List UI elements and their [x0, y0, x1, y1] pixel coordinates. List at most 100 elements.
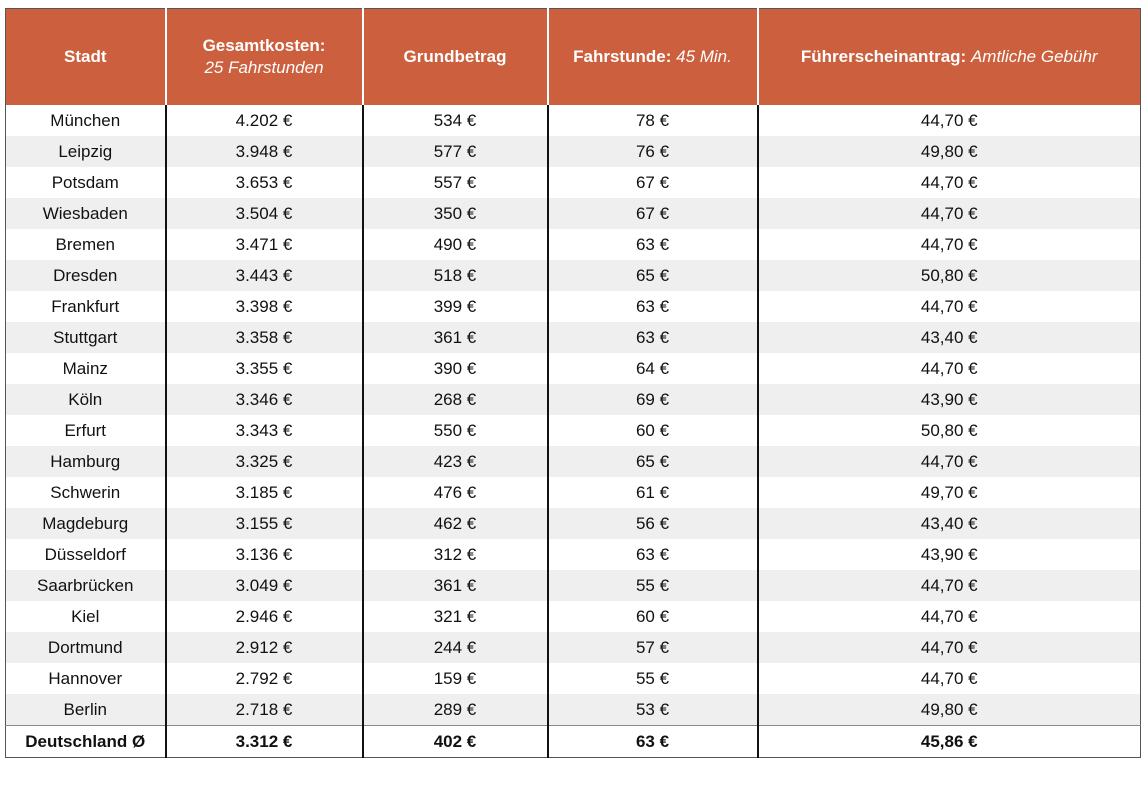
header-cell: Gesamtkosten: 25 Fahrstunden [164, 8, 363, 105]
city-cell: Magdeburg [5, 508, 166, 539]
table-row: Dortmund 2.912 €244 €57 €44,70 € [5, 632, 1141, 663]
value-cell: 43,40 € [756, 508, 1141, 539]
city-cell: Saarbrücken [5, 570, 166, 601]
value-cell: 57 € [546, 632, 758, 663]
value-cell: 399 € [361, 291, 548, 322]
value-cell: 3.653 € [164, 167, 363, 198]
value-cell: 518 € [361, 260, 548, 291]
value-cell: 3.185 € [164, 477, 363, 508]
city-cell: Kiel [71, 606, 100, 626]
value-cell: 490 € [361, 229, 548, 260]
value-cell: 3.346 € [164, 384, 363, 415]
value-cell: 55 € [546, 663, 758, 694]
header-sublabel: Amtliche Gebühr [970, 47, 1098, 66]
summary-cell: 3.312 € [164, 725, 363, 758]
city-cell: Stuttgart [5, 322, 166, 353]
header-sublabel: 25 Fahrstunden [204, 58, 324, 77]
value-cell: 2.718 € [164, 694, 363, 726]
value-cell: 244 € [361, 632, 548, 663]
table-row: Dresden 3.443 €518 €65 €50,80 € [5, 260, 1141, 291]
header-label: Führerscheinantrag: [800, 47, 967, 66]
value-cell: 312 € [361, 539, 548, 570]
value-cell: 43,90 € [756, 384, 1141, 415]
header-cell: Führerscheinantrag: Amtliche Gebühr [756, 8, 1141, 105]
table-row: Mainz 3.355 €390 €64 €44,70 € [6, 353, 1141, 384]
value-cell: 65 € [546, 446, 758, 477]
value-cell: 44,70 € [756, 632, 1141, 663]
table-body: München 4.202 €534 €78 €44,70 € Leipzig 3.9… [5, 105, 1141, 758]
value-cell: 361 € [361, 322, 548, 353]
city-cell: Mainz [62, 358, 108, 378]
value-cell: 50,80 € [756, 415, 1141, 446]
value-cell: 44,70 € [756, 353, 1141, 384]
value-cell: 55 € [546, 570, 758, 601]
header-row: Stadt Gesamtkosten: 25 Fahrstunden Grundbet… [5, 8, 1141, 105]
city-cell: Dresden [5, 260, 166, 291]
value-cell: 67 € [546, 167, 758, 198]
table-row: Bremen 3.471 €490 €63 €44,70 € [6, 229, 1141, 260]
value-cell: 78 € [546, 105, 758, 136]
header-cell: Grundbetrag [361, 8, 548, 105]
value-cell: 159 € [361, 663, 548, 694]
city-cell: Berlin [5, 694, 166, 726]
value-cell: 3.398 € [164, 291, 363, 322]
city-cell: Erfurt [64, 420, 107, 440]
header-cell: Stadt [5, 8, 166, 105]
value-cell: 49,80 € [756, 694, 1141, 726]
table-row: Berlin 2.718 €289 €53 €49,80 € [5, 694, 1141, 726]
city-cell: Schwerin [50, 482, 121, 502]
value-cell: 43,90 € [756, 539, 1141, 570]
value-cell: 3.358 € [164, 322, 363, 353]
table-row: Hannover 2.792 €159 €55 €44,70 € [6, 663, 1141, 694]
value-cell: 2.946 € [164, 601, 363, 632]
city-cell: Köln [5, 384, 166, 415]
value-cell: 577 € [361, 136, 548, 167]
value-cell: 462 € [361, 508, 548, 539]
table-row: Hamburg 3.325 €423 €65 €44,70 € [5, 446, 1141, 477]
cost-table: Stadt Gesamtkosten: 25 Fahrstunden Grundbet… [5, 8, 1141, 758]
table-row: Erfurt 3.343 €550 €60 €50,80 € [6, 415, 1141, 446]
value-cell: 56 € [546, 508, 758, 539]
city-cell: Dortmund [5, 632, 166, 663]
value-cell: 63 € [546, 322, 758, 353]
header-label: Fahrstunde: [573, 47, 672, 66]
table-row: Potsdam 3.653 €557 €67 €44,70 € [6, 167, 1141, 198]
header-cell: Fahrstunde: 45 Min. [546, 8, 758, 105]
value-cell: 49,70 € [756, 477, 1141, 508]
value-cell: 361 € [361, 570, 548, 601]
value-cell: 321 € [361, 601, 548, 632]
value-cell: 289 € [361, 694, 548, 726]
table-wrapper: Stadt Gesamtkosten: 25 Fahrstunden Grundbet… [5, 8, 1141, 758]
value-cell: 350 € [361, 198, 548, 229]
city-cell: München [50, 110, 121, 130]
table-row: Stuttgart 3.358 €361 €63 €43,40 € [5, 322, 1141, 353]
value-cell: 3.355 € [164, 353, 363, 384]
value-cell: 44,70 € [756, 446, 1141, 477]
value-cell: 2.912 € [164, 632, 363, 663]
city-cell: Leipzig [5, 136, 166, 167]
value-cell: 44,70 € [756, 570, 1141, 601]
value-cell: 44,70 € [756, 105, 1141, 136]
city-cell: Hamburg [5, 446, 166, 477]
value-cell: 44,70 € [756, 198, 1141, 229]
value-cell: 423 € [361, 446, 548, 477]
value-cell: 3.136 € [164, 539, 363, 570]
city-cell: Potsdam [51, 172, 119, 192]
summary-cell: 402 € [361, 725, 548, 758]
table-row: Wiesbaden 3.504 €350 €67 €44,70 € [5, 198, 1141, 229]
city-cell: Hannover [48, 668, 123, 688]
value-cell: 63 € [546, 291, 758, 322]
table-row: Leipzig 3.948 €577 €76 €49,80 € [5, 136, 1141, 167]
value-cell: 44,70 € [756, 601, 1141, 632]
table-row: Magdeburg 3.155 €462 €56 €43,40 € [5, 508, 1141, 539]
value-cell: 476 € [361, 477, 548, 508]
value-cell: 63 € [546, 539, 758, 570]
value-cell: 63 € [546, 229, 758, 260]
header-label: Stadt [64, 47, 107, 66]
value-cell: 268 € [361, 384, 548, 415]
value-cell: 53 € [546, 694, 758, 726]
value-cell: 4.202 € [164, 105, 363, 136]
summary-cell: 45,86 € [756, 725, 1141, 758]
value-cell: 44,70 € [756, 229, 1141, 260]
table-row: München 4.202 €534 €78 €44,70 € [6, 105, 1141, 136]
